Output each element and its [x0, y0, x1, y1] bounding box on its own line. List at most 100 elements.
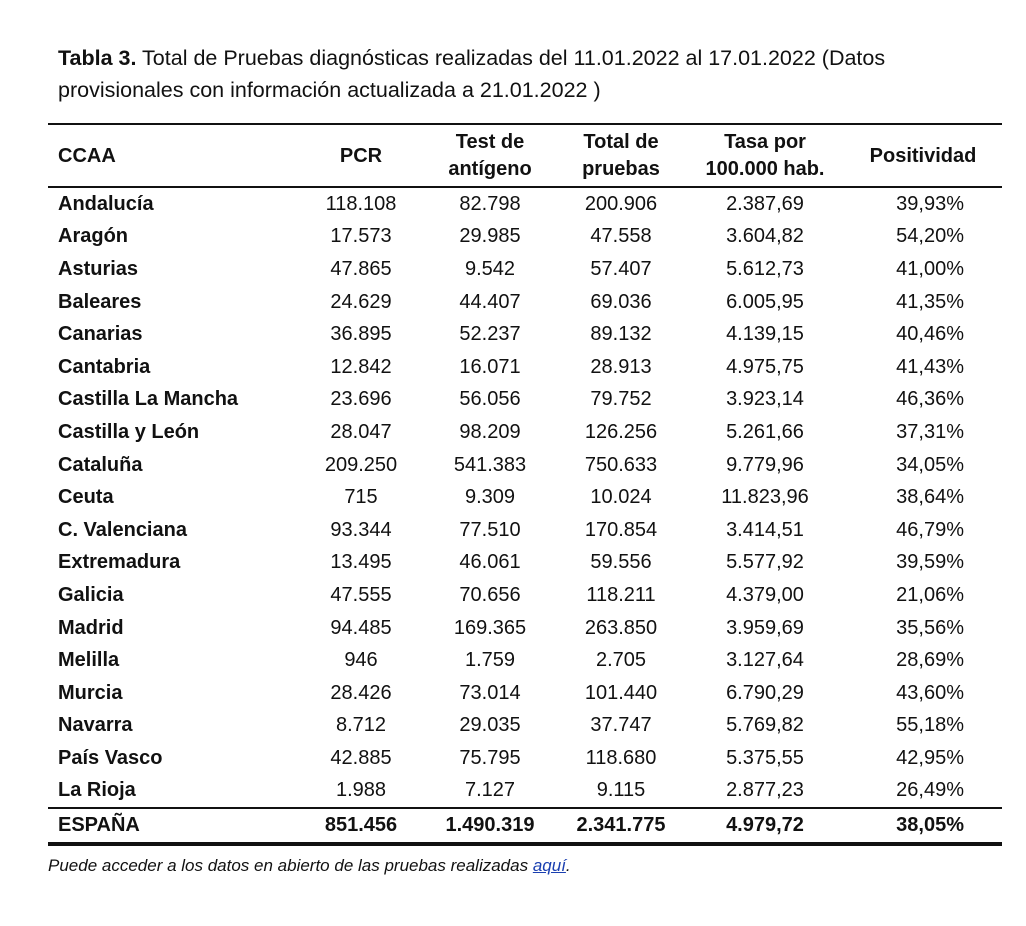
cell-ccaa: Asturias [58, 257, 139, 280]
cell-rate: 3.414,51 [726, 518, 804, 541]
cell-pcr: 1.988 [335, 779, 387, 802]
table-caption: Tabla 3. Total de Pruebas diagnósticas r… [58, 42, 998, 106]
cell-positivity: 38,64% [896, 486, 964, 509]
cell-rate: 9.779,96 [726, 453, 804, 476]
cell-antigen: 98.209 [459, 420, 521, 443]
table-row: Canarias 36.895 52.237 89.132 4.139,15 40,46% [48, 318, 1002, 351]
cell-antigen: 169.365 [453, 616, 527, 639]
cell-pcr: 17.573 [330, 225, 392, 248]
cell-positivity: 34,05% [896, 453, 964, 476]
caption-label: Tabla 3. [58, 46, 137, 70]
cell-antigen: 73.014 [459, 681, 521, 704]
header-positivity: Positividad [869, 144, 977, 167]
cell-total: 28.913 [590, 355, 652, 378]
cell-positivity: 46,36% [896, 388, 964, 411]
cell-ccaa: Castilla La Mancha [58, 388, 239, 411]
cell-rate: 5.612,73 [726, 257, 804, 280]
cell-positivity: 42,95% [896, 746, 964, 769]
cell-positivity: 41,43% [896, 355, 964, 378]
cell-antigen: 44.407 [459, 290, 521, 313]
cell-total: 2.341.775 [576, 814, 666, 837]
cell-pcr: 118.108 [325, 192, 397, 215]
cell-pcr: 47.555 [330, 583, 392, 606]
cell-antigen: 1.759 [464, 649, 516, 672]
cell-rate: 5.375,55 [726, 746, 804, 769]
cell-rate: 5.577,92 [726, 551, 804, 574]
cell-pcr: 28.047 [330, 420, 392, 443]
cell-antigen: 9.309 [464, 486, 516, 509]
cell-pcr: 94.485 [330, 616, 392, 639]
cell-antigen: 29.035 [459, 714, 521, 737]
cell-total: 200.906 [584, 192, 658, 215]
cell-ccaa: La Rioja [58, 779, 136, 802]
cell-positivity: 41,35% [896, 290, 964, 313]
cell-rate: 11.823,96 [721, 486, 809, 509]
cell-ccaa: Baleares [58, 290, 142, 313]
cell-ccaa: País Vasco [58, 746, 163, 769]
cell-antigen: 46.061 [459, 551, 521, 574]
cell-ccaa: Murcia [58, 681, 123, 704]
cell-total: 69.036 [590, 290, 652, 313]
cell-pcr: 209.250 [324, 453, 398, 476]
cell-rate: 3.923,14 [726, 388, 804, 411]
cell-positivity: 38,05% [896, 814, 964, 837]
cell-antigen: 29.985 [459, 225, 521, 248]
cell-rate: 4.975,75 [726, 355, 804, 378]
cell-rate: 4.979,72 [726, 814, 804, 837]
cell-ccaa: Aragón [58, 225, 128, 248]
cell-total: 126.256 [584, 420, 658, 443]
cell-ccaa: Cantabria [58, 355, 151, 378]
footer-note: Puede acceder a los datos en abierto de … [48, 856, 571, 876]
cell-ccaa: ESPAÑA [58, 814, 140, 837]
cell-total: 9.115 [596, 779, 646, 802]
cell-antigen: 56.056 [459, 388, 521, 411]
cell-total: 118.211 [586, 583, 656, 606]
cell-rate: 5.769,82 [726, 714, 804, 737]
table-row: Extremadura 13.495 46.061 59.556 5.577,92 39,… [48, 547, 1002, 580]
cell-pcr: 47.865 [330, 257, 392, 280]
header-total: Total de pruebas [582, 131, 660, 180]
cell-ccaa: Melilla [58, 649, 120, 672]
cell-positivity: 41,00% [896, 257, 964, 280]
table-row: La Rioja 1.988 7.127 9.115 2.877,23 26,49% [48, 775, 1002, 809]
table-row: C. Valenciana 93.344 77.510 170.854 3.414,51… [48, 514, 1002, 547]
cell-total: 79.752 [590, 388, 652, 411]
table-row: Castilla La Mancha 23.696 56.056 79.752 3.92… [48, 384, 1002, 417]
cell-pcr: 946 [344, 649, 378, 672]
cell-pcr: 12.842 [330, 355, 392, 378]
cell-total: 10.024 [590, 486, 652, 509]
cell-ccaa: Castilla y León [58, 420, 200, 443]
cell-antigen: 16.071 [459, 355, 521, 378]
cell-positivity: 28,69% [896, 649, 964, 672]
cell-total: 47.558 [590, 225, 652, 248]
cell-antigen: 7.127 [464, 779, 516, 802]
cell-antigen: 1.490.319 [445, 814, 535, 837]
header-rate: Tasa por 100.000 hab. [705, 131, 825, 180]
table-row: Ceuta 715 9.309 10.024 11.823,96 38,64% [48, 481, 1002, 514]
cell-pcr: 8.712 [335, 714, 387, 737]
table-row: Asturias 47.865 9.542 57.407 5.612,73 41,00% [48, 253, 1002, 286]
cell-positivity: 37,31% [896, 420, 964, 443]
cell-rate: 3.127,64 [726, 649, 804, 672]
cell-total: 263.850 [584, 616, 658, 639]
cell-ccaa: Andalucía [58, 192, 154, 215]
cell-antigen: 70.656 [459, 583, 521, 606]
cell-ccaa: Extremadura [58, 551, 181, 574]
table-row: Baleares 24.629 44.407 69.036 6.005,95 41,35% [48, 286, 1002, 319]
cell-antigen: 75.795 [459, 746, 521, 769]
cell-pcr: 36.895 [330, 323, 392, 346]
footer-text: Puede acceder a los datos en abierto de … [48, 856, 533, 875]
cell-rate: 6.005,95 [726, 290, 804, 313]
table-row: Navarra 8.712 29.035 37.747 5.769,82 55,18% [48, 710, 1002, 743]
cell-total: 37.747 [590, 714, 652, 737]
cell-ccaa: Canarias [58, 323, 143, 346]
cell-antigen: 52.237 [459, 323, 521, 346]
cell-ccaa: Ceuta [58, 486, 114, 509]
cell-ccaa: Madrid [58, 616, 124, 639]
cell-positivity: 39,59% [896, 551, 964, 574]
cell-rate: 2.877,23 [726, 779, 804, 802]
cell-pcr: 24.629 [330, 290, 392, 313]
data-link[interactable]: aquí [532, 856, 566, 875]
cell-pcr: 851.456 [324, 814, 398, 837]
table-row: Andalucía 118.108 82.798 200.906 2.387,69 39,… [48, 187, 1002, 221]
